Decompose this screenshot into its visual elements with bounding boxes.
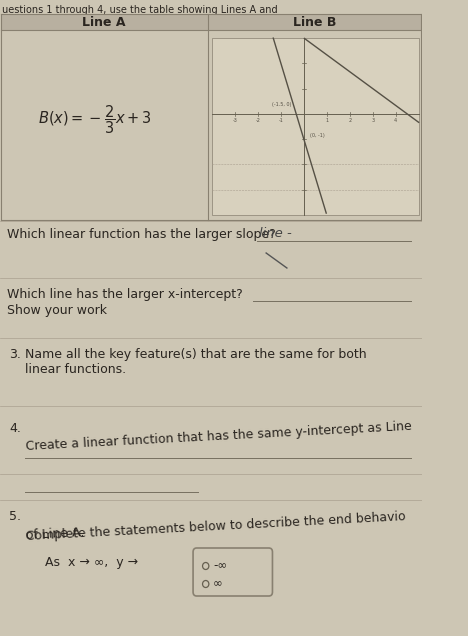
Text: $B(x) = -\dfrac{2}{3}x + 3$: $B(x) = -\dfrac{2}{3}x + 3$ bbox=[38, 104, 152, 136]
Text: As  x → ∞,  y →: As x → ∞, y → bbox=[45, 556, 138, 569]
Text: Line B: Line B bbox=[292, 15, 336, 29]
Text: 4.: 4. bbox=[9, 422, 21, 435]
Bar bbox=[1, 14, 207, 30]
Text: line -: line - bbox=[259, 227, 292, 240]
Text: -3: -3 bbox=[233, 118, 237, 123]
Text: -∞: -∞ bbox=[213, 560, 227, 572]
Text: 3: 3 bbox=[371, 118, 374, 123]
Text: 1: 1 bbox=[325, 118, 329, 123]
Text: -2: -2 bbox=[256, 118, 260, 123]
Text: 5.: 5. bbox=[9, 510, 21, 523]
Text: 4: 4 bbox=[394, 118, 397, 123]
Text: Show your work: Show your work bbox=[7, 304, 107, 317]
Text: uestions 1 through 4, use the table showing Lines A and: uestions 1 through 4, use the table show… bbox=[2, 5, 278, 15]
Bar bbox=[212, 38, 418, 215]
Text: 2: 2 bbox=[348, 118, 351, 123]
Text: Create a linear function that has the same y-intercept as Line: Create a linear function that has the sa… bbox=[25, 420, 412, 453]
Text: Which line has the larger x-intercept?: Which line has the larger x-intercept? bbox=[7, 288, 243, 301]
FancyBboxPatch shape bbox=[193, 548, 272, 596]
Text: Line A: Line A bbox=[82, 15, 126, 29]
Bar bbox=[207, 14, 421, 30]
Text: Name all the key feature(s) that are the same for both
linear functions.: Name all the key feature(s) that are the… bbox=[25, 348, 367, 376]
Text: Which linear function has the larger slope?: Which linear function has the larger slo… bbox=[7, 228, 276, 241]
Text: 3.: 3. bbox=[9, 348, 21, 361]
Text: of Line A.: of Line A. bbox=[25, 526, 84, 542]
Text: ∞: ∞ bbox=[213, 577, 223, 590]
Text: (-1.5, 0): (-1.5, 0) bbox=[272, 102, 292, 107]
Text: Complete the statements below to describe the end behavio: Complete the statements below to describ… bbox=[25, 510, 406, 543]
Text: -1: -1 bbox=[278, 118, 283, 123]
Text: (0, -1): (0, -1) bbox=[310, 133, 325, 138]
